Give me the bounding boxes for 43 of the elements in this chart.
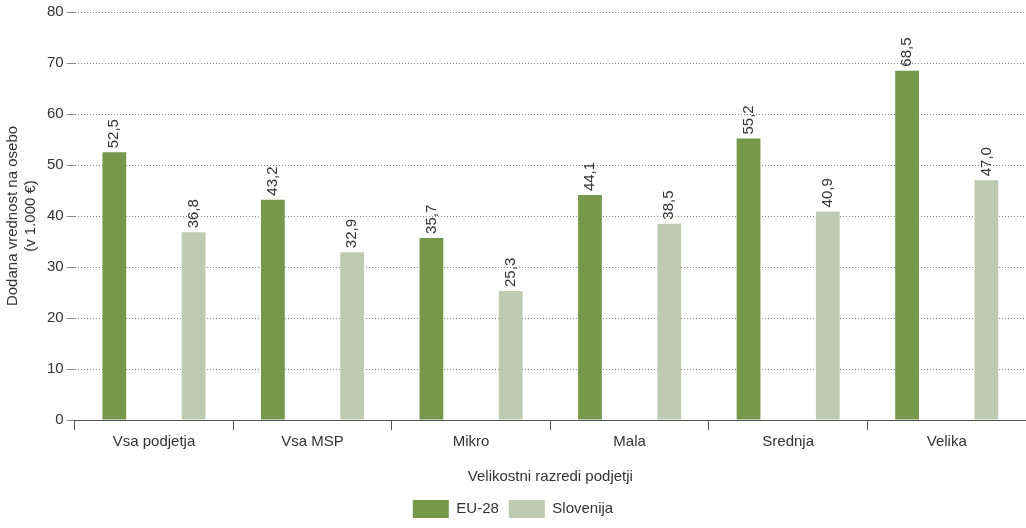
bar xyxy=(498,290,523,420)
bar xyxy=(419,237,444,420)
bar xyxy=(736,138,761,420)
data-label: 68,5 xyxy=(897,37,915,67)
y-tick-label: 10 xyxy=(47,359,64,377)
y-tick-label: 80 xyxy=(47,2,64,20)
bar xyxy=(815,211,840,420)
y-tick-label: 50 xyxy=(47,155,64,173)
data-label: 52,5 xyxy=(104,119,122,149)
bar xyxy=(181,232,206,420)
bar xyxy=(340,252,365,420)
y-tick-label: 30 xyxy=(47,257,64,275)
y-axis-title: Dodana vrednost na osebo (v 1.000 €) xyxy=(3,125,39,307)
bar xyxy=(657,223,682,420)
data-label: 25,3 xyxy=(500,257,518,287)
x-tick-label: Mala xyxy=(613,432,647,450)
bar xyxy=(974,180,999,420)
data-label: 35,7 xyxy=(421,204,439,234)
legend-label: EU-28 xyxy=(456,499,499,517)
data-label: 40,9 xyxy=(817,178,835,208)
data-label: 43,2 xyxy=(263,166,281,196)
legend-label: Slovenija xyxy=(552,499,614,517)
y-tick-label: 60 xyxy=(47,104,64,122)
y-tick-label: 40 xyxy=(47,206,64,224)
data-label: 47,0 xyxy=(976,147,994,177)
x-axis-title: Velikostni razredi podjetji xyxy=(467,467,633,485)
y-tick-label: 0 xyxy=(55,410,64,428)
x-tick-label: Mikro xyxy=(452,432,490,450)
data-label: 32,9 xyxy=(342,219,360,249)
data-label: 44,1 xyxy=(580,161,598,192)
x-tick-label: Srednja xyxy=(762,432,815,450)
bar xyxy=(895,70,919,420)
data-label: 36,8 xyxy=(183,199,201,229)
data-label: 55,2 xyxy=(738,105,756,135)
x-tick-label: Velika xyxy=(926,432,968,450)
bar xyxy=(578,195,602,420)
x-tick-label: Vsa podjetja xyxy=(112,432,196,450)
y-tick-label: 70 xyxy=(47,53,64,71)
y-tick-label: 20 xyxy=(47,308,64,326)
data-label: 38,5 xyxy=(659,190,677,220)
bar xyxy=(260,199,285,420)
bar xyxy=(102,152,127,420)
x-tick-label: Vsa MSP xyxy=(281,432,344,450)
